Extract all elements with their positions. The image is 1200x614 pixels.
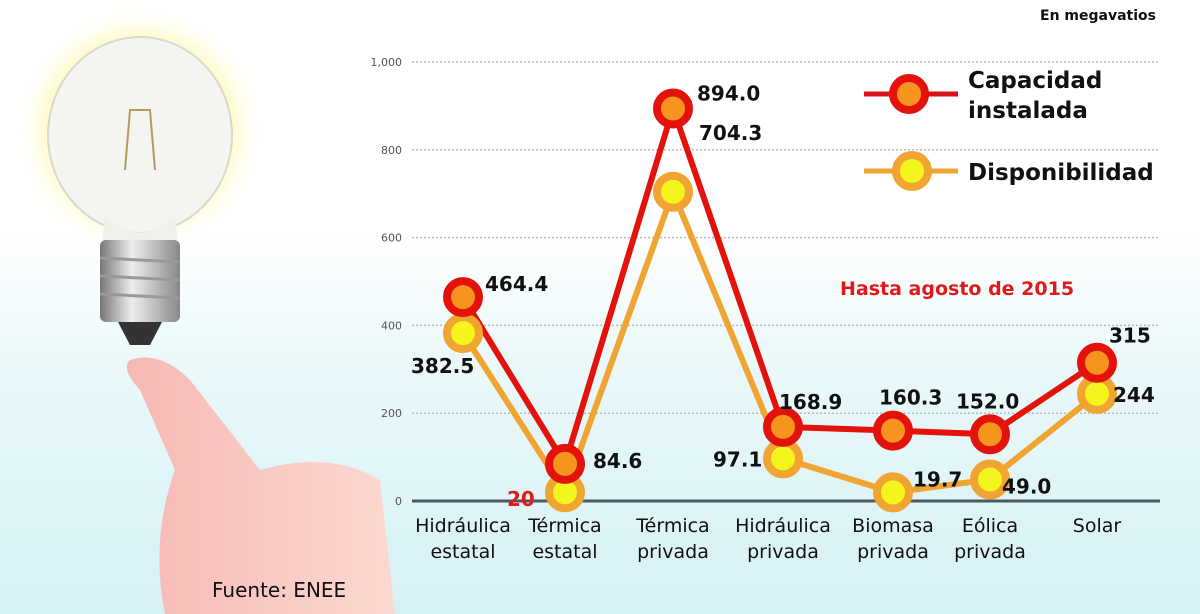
data-point-capacidad — [1077, 342, 1117, 383]
x-tick-label: Solar — [1073, 515, 1122, 537]
data-label-disponibilidad: 704.3 — [699, 121, 762, 145]
data-label-capacidad: 84.6 — [593, 449, 642, 473]
data-point-capacidad — [970, 414, 1010, 455]
data-point-capacidad — [873, 410, 913, 451]
date-note: Hasta agosto de 2015 — [840, 278, 1075, 300]
data-label-capacidad: 168.9 — [779, 390, 842, 414]
y-tick-label: 200 — [381, 407, 402, 420]
x-tick-label: Hidráulica privada — [735, 515, 831, 563]
x-tick-label: Eólica privada — [954, 515, 1026, 563]
data-label-disponibilidad: 20 — [507, 487, 535, 511]
hand-illustration — [126, 357, 396, 614]
data-label-capacidad: 464.4 — [485, 272, 548, 296]
data-label-capacidad: 315 — [1109, 324, 1151, 348]
data-label-disponibilidad: 49.0 — [1002, 474, 1051, 498]
y-tick-label: 1,000 — [371, 56, 403, 69]
data-point-capacidad — [653, 88, 693, 129]
data-point-capacidad — [443, 277, 483, 318]
data-point-disponibilidad — [970, 459, 1010, 500]
data-label-disponibilidad: 19.7 — [913, 467, 962, 491]
y-tick-label: 400 — [381, 319, 402, 332]
data-label-disponibilidad: 244 — [1113, 383, 1155, 407]
unit-label: En megavatios — [1040, 8, 1156, 24]
data-label-disponibilidad: 382.5 — [411, 354, 474, 378]
data-point-capacidad — [545, 443, 585, 484]
legend-capacidad-symbol — [864, 74, 958, 114]
data-point-disponibilidad — [443, 313, 483, 354]
data-point-disponibilidad — [873, 472, 913, 513]
legend-capacidad-label: Capacidad instalada — [968, 68, 1103, 124]
source-label: Fuente: ENEE — [212, 578, 347, 602]
data-point-disponibilidad — [653, 171, 693, 212]
x-tick-label: Térmica estatal — [527, 515, 601, 563]
data-point-capacidad — [763, 406, 803, 447]
y-tick-label: 0 — [395, 495, 402, 508]
data-label-capacidad: 152.0 — [956, 389, 1019, 413]
x-tick-label: Hidráulica estatal — [415, 515, 511, 563]
y-tick-label: 800 — [381, 144, 402, 157]
x-tick-label: Biomasa privada — [852, 515, 934, 563]
data-point-disponibilidad — [763, 438, 803, 479]
y-tick-label: 600 — [381, 232, 402, 245]
x-tick-label: Térmica privada — [635, 515, 709, 563]
data-label-capacidad: 894.0 — [697, 82, 760, 106]
data-label-capacidad: 160.3 — [879, 386, 942, 410]
legend-disponibilidad-label: Disponibilidad — [968, 160, 1154, 186]
data-label-disponibilidad: 97.1 — [713, 447, 762, 471]
lightbulb-illustration — [15, 5, 265, 345]
legend-disponibilidad-symbol — [864, 151, 958, 191]
